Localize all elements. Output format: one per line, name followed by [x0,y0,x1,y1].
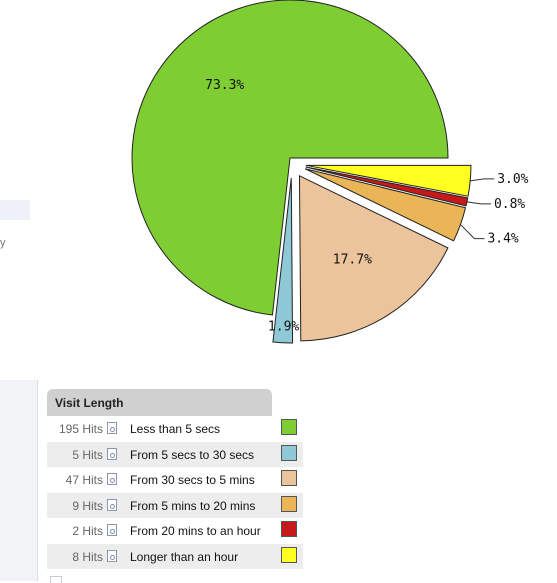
pie-slice-label: 17.7% [333,253,372,268]
table-header-title: Visit Length [55,396,124,410]
sidebar-text-fragment: y [0,237,6,249]
hits-count: 9 Hits [72,498,103,513]
pie-slice [272,177,294,344]
table-row: 2 Hits From 20 mins to an hour [47,518,303,544]
table-row: 195 Hits Less than 5 secs [47,416,303,442]
visit-length-pie-chart: 73.3% 1.9% 17.7% 3.4% 0.8% 3.0% [131,0,529,344]
hits-count: 5 Hits [72,447,103,462]
pie-slice-label: 3.0% [497,172,528,187]
pie-slice [305,164,472,197]
callout-line [470,178,495,182]
visit-length-label: Longer than an hour [130,549,239,564]
callout-line [466,201,491,205]
table-row: 9 Hits From 5 mins to 20 mins [47,492,303,518]
search-doc-icon[interactable] [107,473,117,485]
visit-length-label: From 20 mins to an hour [130,524,261,538]
doc-icon [50,576,62,583]
sidebar-highlight-band [0,200,30,220]
visit-length-label: From 5 secs to 30 secs [130,447,255,462]
search-doc-icon[interactable] [107,549,117,562]
search-doc-icon[interactable] [107,524,117,536]
visit-length-label: Less than 5 secs [130,422,221,436]
table-row: 8 Hits Longer than an hour [47,543,303,569]
table-row: 5 Hits From 5 secs to 30 secs [47,441,303,467]
table-row: 47 Hits From 30 secs to 5 mins [47,467,303,493]
callout-line [460,224,485,240]
visit-length-label: From 30 secs to 5 mins [130,473,255,487]
visit-length-table: Visit Length 195 Hits Less than 5 secs 5 H… [47,389,303,569]
pie-slice-label: 3.4% [487,232,518,247]
pie-slice-label: 73.3% [205,78,244,93]
pie-slice-label: 0.8% [494,197,525,212]
hits-count: 47 Hits [65,473,103,487]
hits-count: 8 Hits [72,549,103,564]
color-swatch [281,470,297,486]
table-header: Visit Length [47,389,272,416]
color-swatch [281,419,297,435]
visit-length-label: From 5 mins to 20 mins [130,498,256,513]
search-doc-icon[interactable] [107,422,117,434]
sidebar-bottom-panel [0,380,38,581]
hits-count: 195 Hits [58,422,103,436]
hits-count: 2 Hits [72,524,103,538]
pie-slice [298,175,449,342]
pie-slice [131,0,449,316]
pie-slice-label: 1.9% [268,319,299,334]
color-swatch [281,495,297,512]
color-swatch [281,521,297,537]
search-doc-icon[interactable] [107,498,117,511]
color-swatch [281,546,297,563]
color-swatch [281,444,297,461]
search-doc-icon[interactable] [107,447,117,460]
left-sidebar-fragment: y es [0,0,40,581]
